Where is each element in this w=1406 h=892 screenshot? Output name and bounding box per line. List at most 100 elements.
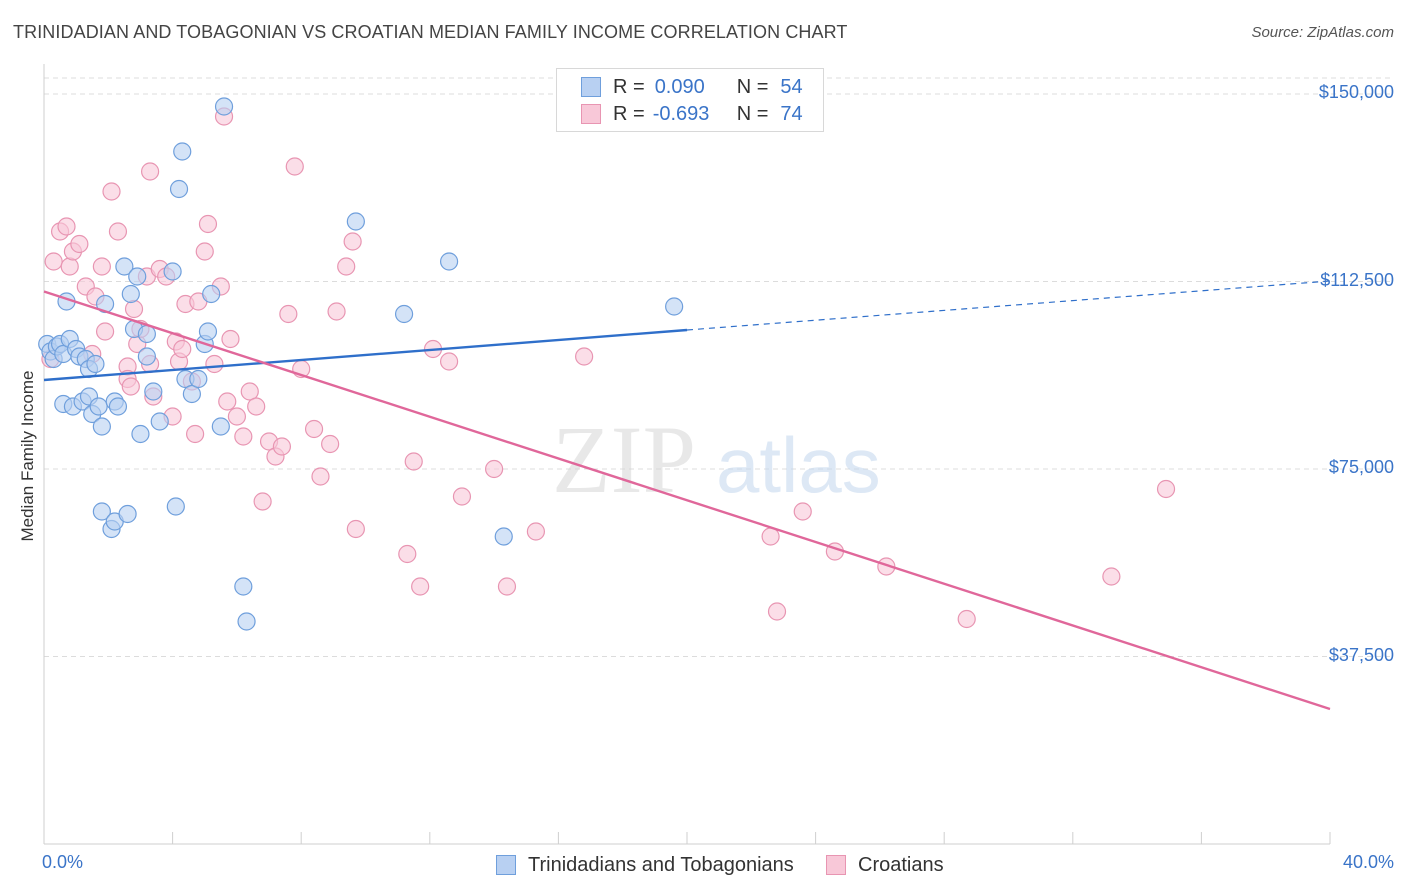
trinidadians-point <box>214 97 234 116</box>
croatians-point <box>218 392 237 411</box>
croatians-point <box>102 182 121 201</box>
croatians-point <box>124 299 144 319</box>
croatians-point <box>957 609 976 629</box>
croatians-point <box>70 234 89 254</box>
source-label: Source: ZipAtlas.com <box>1251 24 1394 41</box>
y-tick-label: $37,500 <box>1328 644 1394 665</box>
trinidadians-point <box>131 424 150 444</box>
croatians-point <box>57 217 76 236</box>
croatians-point <box>526 522 545 541</box>
trinidadians-point <box>439 252 459 271</box>
croatians-point <box>327 302 346 321</box>
croatians-point <box>173 339 192 359</box>
croatians-point <box>121 377 140 396</box>
trinidadians-point <box>234 577 253 596</box>
trinidadians-point <box>118 504 137 524</box>
trinidadians-point <box>92 502 111 521</box>
legend-item-trinidadians: Trinidadians and Tobagonians <box>496 852 794 878</box>
r-value: 0.090 <box>654 75 705 98</box>
trinidadians-point <box>166 497 185 516</box>
trend-line-trinidadians <box>43 328 688 382</box>
croatians-point <box>92 257 111 276</box>
croatians-point <box>186 424 205 444</box>
r-value: -0.693 <box>652 102 710 125</box>
croatians-point <box>221 329 240 349</box>
trinidadians-point <box>121 284 140 304</box>
trinidadians-point <box>198 322 218 341</box>
croatians-points <box>41 107 1176 629</box>
croatians-point <box>404 452 423 471</box>
legend-row-pink: R = -0.693 N = 74 <box>581 102 803 126</box>
r-label: R = <box>613 102 645 125</box>
croatians-point <box>497 577 517 596</box>
trinidadians-point <box>92 417 111 436</box>
croatians-point <box>575 347 594 366</box>
trinidadians-point <box>665 297 684 316</box>
croatians-point <box>311 467 330 486</box>
pink-swatch <box>581 104 601 124</box>
croatians-point <box>452 487 472 506</box>
croatians-point <box>95 322 115 341</box>
n-label: N = <box>736 75 769 98</box>
trinidadians-point <box>108 397 128 416</box>
trinidadians-point <box>128 267 147 286</box>
watermark: ZIP atlas <box>552 406 881 513</box>
croatians-point <box>108 222 128 241</box>
croatians-point <box>272 437 292 456</box>
trinidadians-point <box>346 212 365 231</box>
trend-line-trinidadians-extension <box>686 280 1331 331</box>
trinidadians-point <box>182 384 201 404</box>
stats-legend: R = 0.090 N = 54 R = -0.693 N = 74 <box>556 68 824 132</box>
croatians-point <box>60 257 79 276</box>
trinidadians-point <box>86 354 105 374</box>
trend-line-croatians <box>43 290 1331 711</box>
trinidadians-point <box>169 179 189 199</box>
axes <box>43 64 1331 845</box>
y-axis-label: Median Family Income <box>18 370 37 542</box>
croatians-point <box>44 252 63 271</box>
watermark-atlas: atlas <box>716 421 881 509</box>
croatians-point <box>304 419 324 439</box>
blue-swatch <box>581 77 601 97</box>
croatians-point <box>767 602 787 621</box>
trinidadians-point <box>115 257 134 276</box>
croatians-point <box>227 407 246 426</box>
croatians-point <box>234 427 253 446</box>
trinidadians-point <box>137 347 156 366</box>
n-value: 74 <box>780 102 803 125</box>
trinidadians-point <box>150 412 169 431</box>
croatians-point <box>398 544 417 564</box>
croatians-point <box>1156 479 1176 499</box>
grid-lines <box>44 77 1392 657</box>
croatians-point <box>1102 567 1121 586</box>
trend-lines <box>43 280 1331 711</box>
trinidadians-point <box>144 382 163 401</box>
legend-item-croatians: Croatians <box>826 852 944 878</box>
trinidadians-point <box>394 304 414 324</box>
n-label: N = <box>736 102 769 125</box>
croatians-point <box>337 257 356 276</box>
trinidadians-point <box>211 417 230 436</box>
croatians-point <box>439 352 459 371</box>
x-tick-min: 0.0% <box>42 852 84 872</box>
croatians-point <box>485 459 504 479</box>
y-tick-label: $150,000 <box>1318 82 1394 102</box>
croatians-point <box>343 232 362 251</box>
trinidadians-point <box>237 612 256 631</box>
legend-label-trinidadians: Trinidadians and Tobagonians <box>528 853 794 876</box>
blue-swatch <box>496 855 516 875</box>
croatians-point <box>247 397 266 416</box>
legend-label-croatians: Croatians <box>858 853 944 876</box>
trinidadians-point <box>173 142 192 161</box>
chart-title: TRINIDADIAN AND TOBAGONIAN VS CROATIAN M… <box>13 22 848 42</box>
n-value: 54 <box>780 75 803 98</box>
croatians-point <box>240 382 259 401</box>
croatians-point <box>205 354 224 374</box>
croatians-point <box>279 304 298 324</box>
y-tick-label: $112,500 <box>1320 269 1394 290</box>
croatians-point <box>793 502 812 521</box>
trinidadians-point <box>494 527 513 546</box>
croatians-point <box>140 162 160 181</box>
x-tick-max: 40.0% <box>1342 852 1394 872</box>
croatians-point <box>253 492 272 511</box>
